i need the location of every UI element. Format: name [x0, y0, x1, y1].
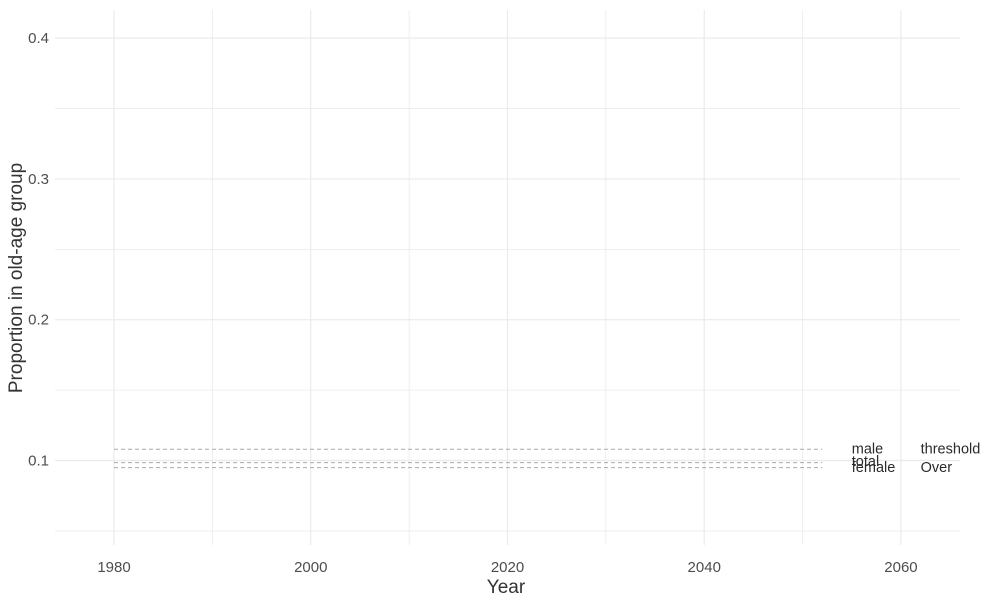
- annotation-total: total: [852, 454, 879, 470]
- y-tick-label: 0.3: [28, 171, 49, 188]
- x-axis-title: Year: [487, 577, 526, 598]
- y-tick-label: 0.4: [28, 30, 49, 47]
- x-tick-label: 2020: [491, 559, 524, 576]
- x-tick-label: 1980: [97, 559, 130, 576]
- annotation-threshold: threshold: [921, 442, 981, 458]
- x-axis-tick-labels: 1980 2000 2020 2040 2060: [97, 559, 917, 576]
- x-tick-label: 2000: [294, 559, 327, 576]
- y-axis-tick-labels: 0.1 0.2 0.3 0.4: [28, 30, 49, 469]
- y-axis-title: Proportion in old-age group: [6, 163, 27, 393]
- y-tick-label: 0.1: [28, 453, 49, 470]
- major-gridlines: [55, 10, 960, 545]
- x-tick-label: 2060: [884, 559, 917, 576]
- annotation-over: Over: [921, 460, 953, 476]
- y-tick-label: 0.2: [28, 312, 49, 329]
- threshold-lines: [114, 448, 823, 469]
- annotation-female: female: [852, 460, 896, 476]
- annotation-male: male: [852, 442, 883, 458]
- x-tick-label: 2040: [688, 559, 721, 576]
